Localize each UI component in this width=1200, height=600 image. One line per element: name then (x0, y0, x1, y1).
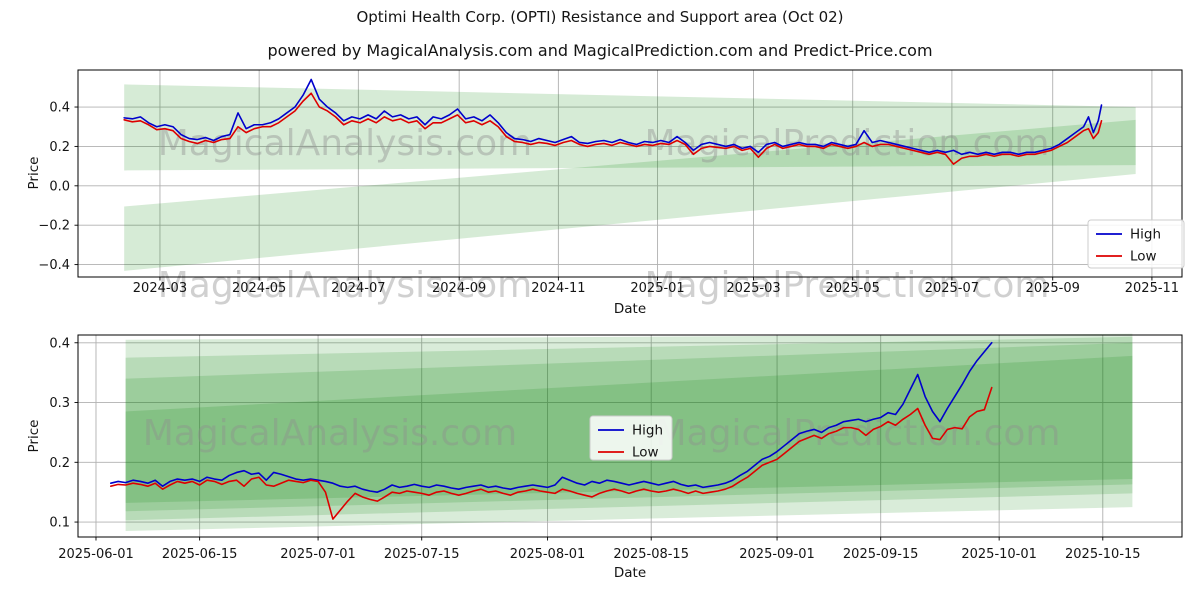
x-tick-label: 2024-05 (232, 281, 286, 296)
x-tick-label: 2025-07-01 (280, 547, 356, 562)
x-tick-label: 2025-07-15 (384, 547, 460, 562)
series-high-line (109, 341, 993, 493)
x-tick-label: 2025-11 (1125, 281, 1179, 296)
legend-label-high: High (1130, 227, 1161, 243)
x-tick-label: 2024-09 (432, 281, 486, 296)
x-tick-label: 2025-07 (925, 281, 979, 296)
x-tick-label: 2024-03 (133, 281, 187, 296)
plot-border (77, 334, 1183, 538)
y-axis-label: Price (26, 157, 42, 190)
x-tick-label: 2025-06-15 (162, 547, 238, 562)
series-low-line (109, 386, 993, 520)
x-tick-label: 2025-09-15 (843, 547, 919, 562)
legend-label-high: High (632, 423, 663, 439)
watermark-analysis: MagicalAnalysis.com (158, 123, 532, 164)
series-low-line (123, 92, 1103, 165)
series-high-line (123, 78, 1103, 156)
x-tick-label: 2025-08-15 (613, 547, 689, 562)
x-axis-label: Date (614, 565, 646, 581)
x-tick-label: 2024-07 (331, 281, 385, 296)
x-tick-label: 2025-03 (726, 281, 780, 296)
bottom-price-chart: MagicalAnalysis.com MagicalPrediction.com… (26, 333, 1183, 581)
plot-border (77, 69, 1183, 278)
resistance-band (124, 84, 1136, 171)
y-tick-label: 0.1 (49, 516, 70, 531)
legend-label-low: Low (1130, 249, 1157, 265)
y-tick-label: 0.2 (49, 456, 70, 471)
x-tick-label: 2024-11 (531, 281, 585, 296)
y-tick-label: 0.3 (49, 396, 70, 411)
y-tick-label: 0.0 (49, 179, 70, 194)
x-tick-label: 2025-05 (826, 281, 880, 296)
support-band (124, 119, 1136, 271)
top-price-chart: MagicalAnalysis.com MagicalPrediction.com… (26, 69, 1185, 317)
x-tick-label: 2025-01 (630, 281, 684, 296)
x-axis-label: Date (614, 301, 646, 317)
x-tick-label: 2025-06-01 (58, 547, 134, 562)
x-tick-label: 2025-10-01 (961, 547, 1037, 562)
y-axis-label: Price (26, 420, 42, 453)
legend-label-low: Low (632, 445, 659, 461)
y-tick-label: −0.2 (38, 219, 70, 234)
watermark-analysis: MagicalAnalysis.com (158, 265, 532, 306)
y-tick-label: 0.4 (49, 336, 70, 351)
page-subtitle: powered by MagicalAnalysis.com and Magic… (267, 41, 933, 60)
page-title: Optimi Health Corp. (OPTI) Resistance an… (356, 8, 844, 26)
y-tick-label: 0.2 (49, 140, 70, 155)
watermark-prediction: MagicalPrediction.com (645, 265, 1050, 306)
legend-box (589, 415, 673, 461)
y-tick-label: 0.4 (49, 101, 70, 116)
watermark-analysis: MagicalAnalysis.com (143, 413, 517, 454)
x-tick-label: 2025-10-15 (1065, 547, 1141, 562)
x-tick-label: 2025-09 (1026, 281, 1080, 296)
x-tick-label: 2025-08-01 (510, 547, 586, 562)
y-tick-label: −0.4 (38, 258, 70, 273)
x-tick-label: 2025-09-01 (739, 547, 815, 562)
